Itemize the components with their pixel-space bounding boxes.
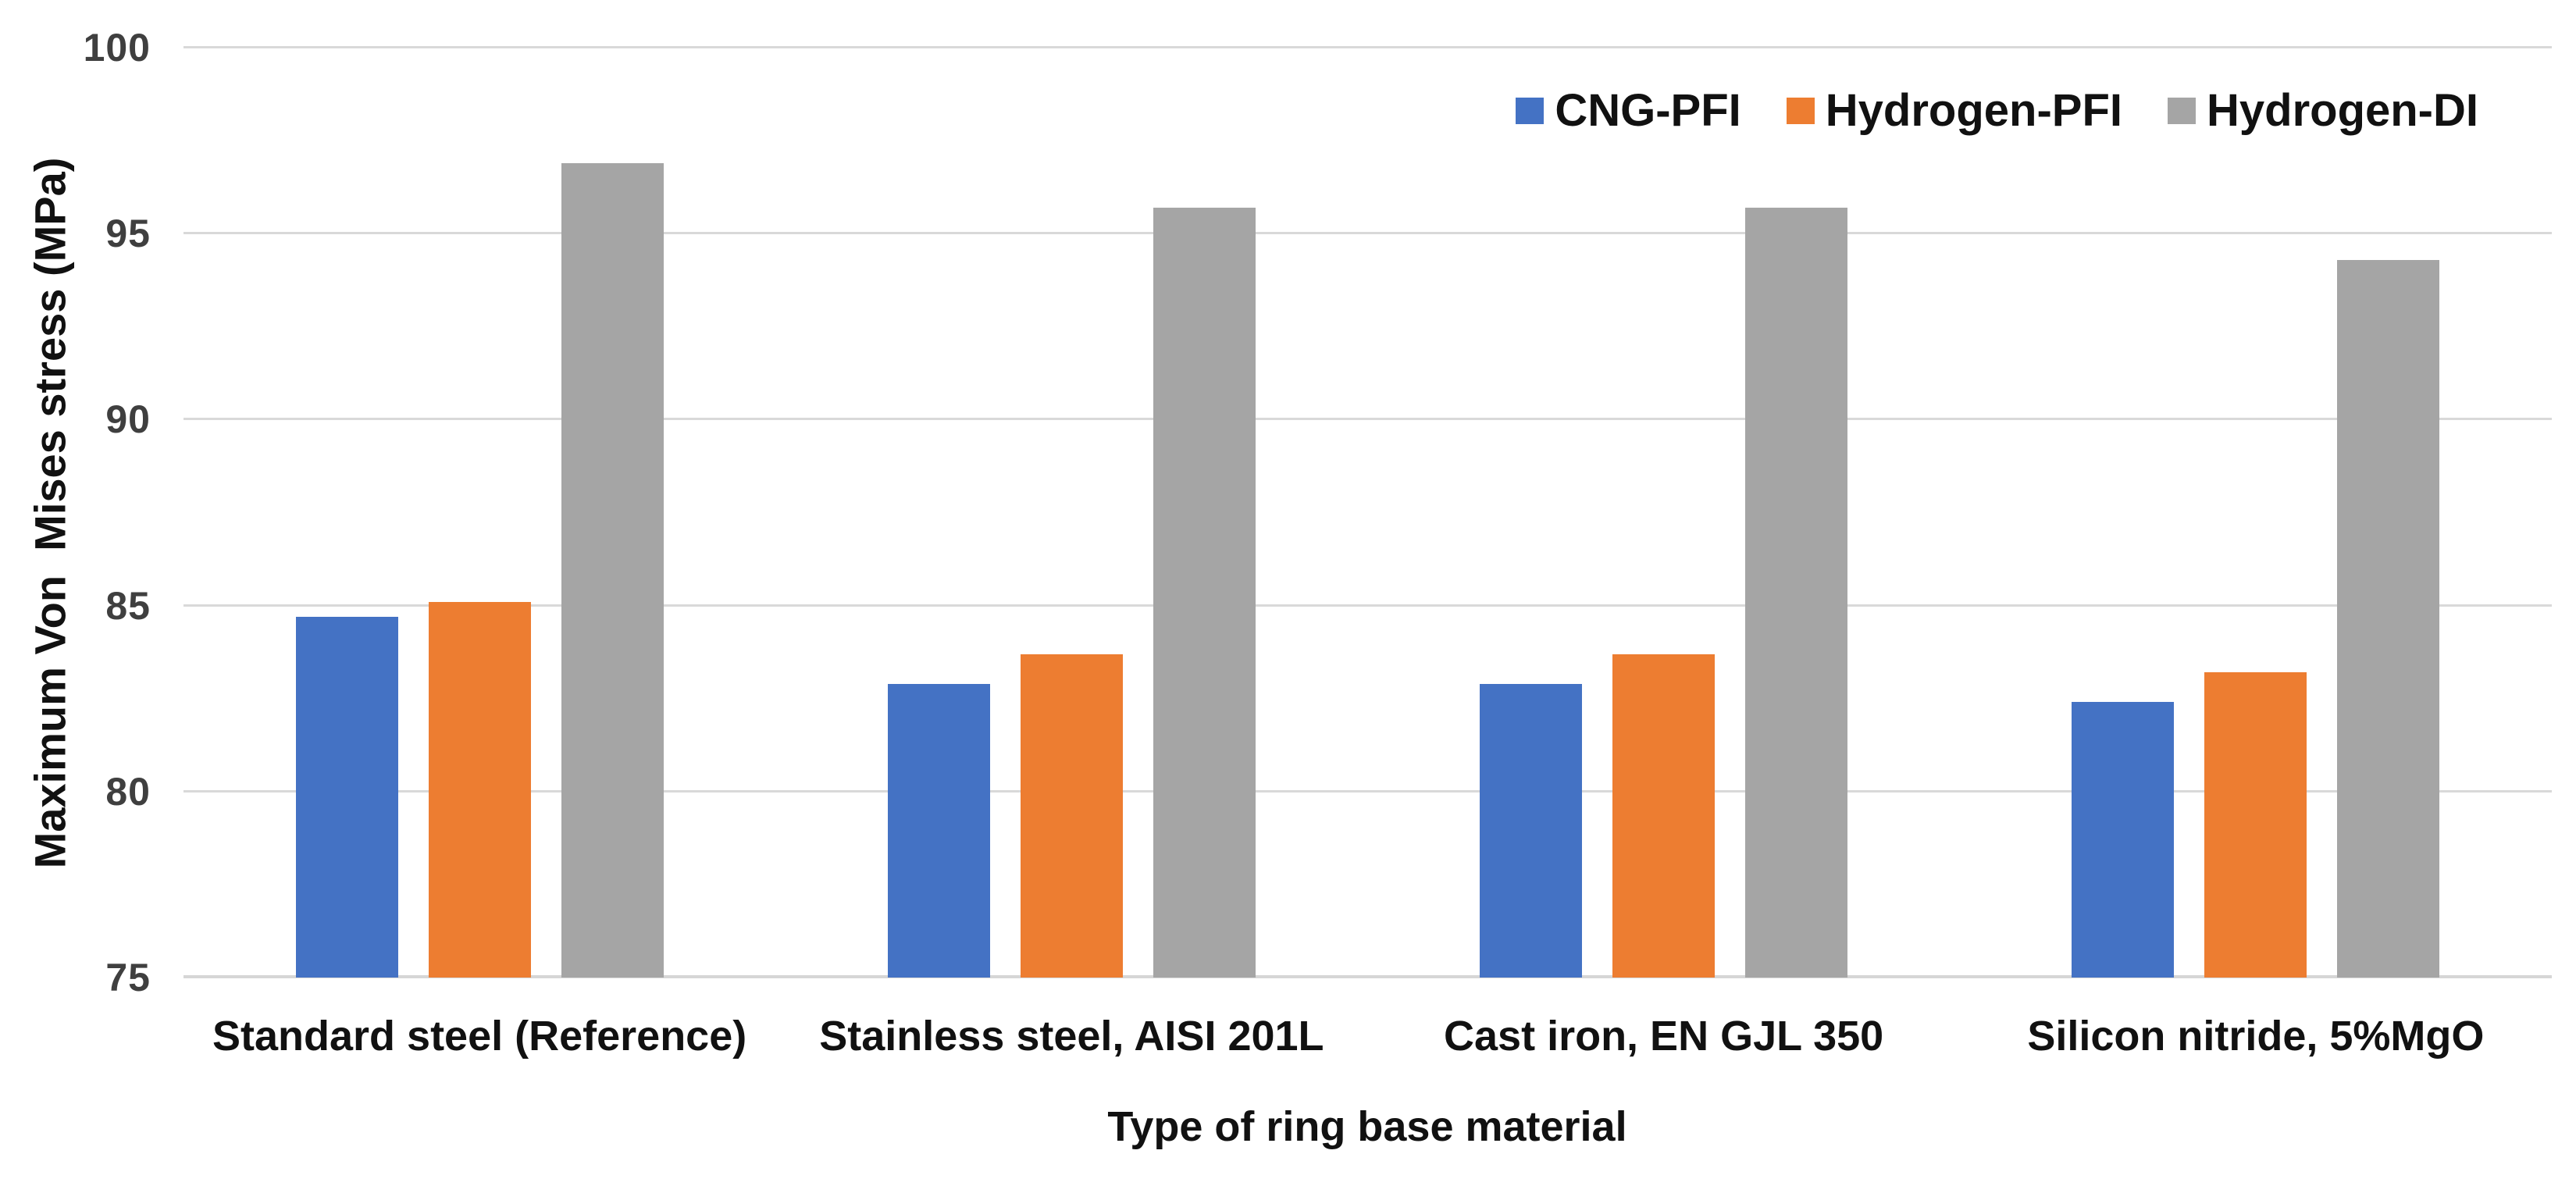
gridline: [183, 232, 2552, 235]
legend-item: CNG-PFI: [1516, 84, 1741, 137]
gridline: [183, 46, 2552, 48]
legend-label: CNG-PFI: [1555, 85, 1741, 136]
legend-item: Hydrogen-PFI: [1786, 84, 2122, 137]
gridline: [183, 789, 2552, 792]
bar: [295, 616, 398, 978]
bar: [1020, 654, 1123, 978]
bar: [1612, 654, 1716, 978]
gridline: [183, 604, 2552, 607]
bar: [887, 683, 990, 978]
bar: [1480, 683, 1583, 978]
legend: CNG-PFI Hydrogen-PFI Hydrogen-DI: [1516, 84, 2478, 137]
category-label: Standard steel (Reference): [212, 1013, 747, 1060]
bar: [2204, 672, 2307, 978]
category-label: Cast iron, EN GJL 350: [1444, 1013, 1884, 1060]
legend-swatch: [1786, 97, 1815, 124]
y-tick-label: 100: [83, 26, 151, 69]
y-tick-label: 95: [105, 212, 151, 256]
category-label: Stainless steel, AISI 201L: [819, 1013, 1324, 1060]
bar: [1153, 207, 1256, 978]
plot-area: [183, 46, 2552, 978]
y-tick-label: 90: [105, 397, 151, 442]
legend-swatch: [2168, 97, 2196, 124]
y-tick-label: 75: [105, 956, 151, 999]
legend-label: Hydrogen-DI: [2207, 85, 2478, 136]
y-tick-label: 85: [105, 583, 151, 628]
bar: [2337, 259, 2440, 978]
bar: [2072, 702, 2175, 978]
legend-swatch: [1516, 97, 1545, 124]
bar: [1745, 207, 1848, 978]
x-axis-title: Type of ring base material: [1107, 1103, 1627, 1150]
y-axis-title: Maximum Von Mises stress (MPa): [25, 157, 75, 869]
legend-item: Hydrogen-DI: [2168, 84, 2478, 137]
gridline: [183, 418, 2552, 421]
category-label: Silicon nitride, 5%MgO: [2027, 1013, 2485, 1060]
bar: [428, 601, 531, 978]
legend-label: Hydrogen-PFI: [1825, 85, 2122, 136]
x-axis-line: [183, 975, 2552, 978]
bar: [561, 162, 664, 978]
y-tick-label: 80: [105, 769, 151, 814]
